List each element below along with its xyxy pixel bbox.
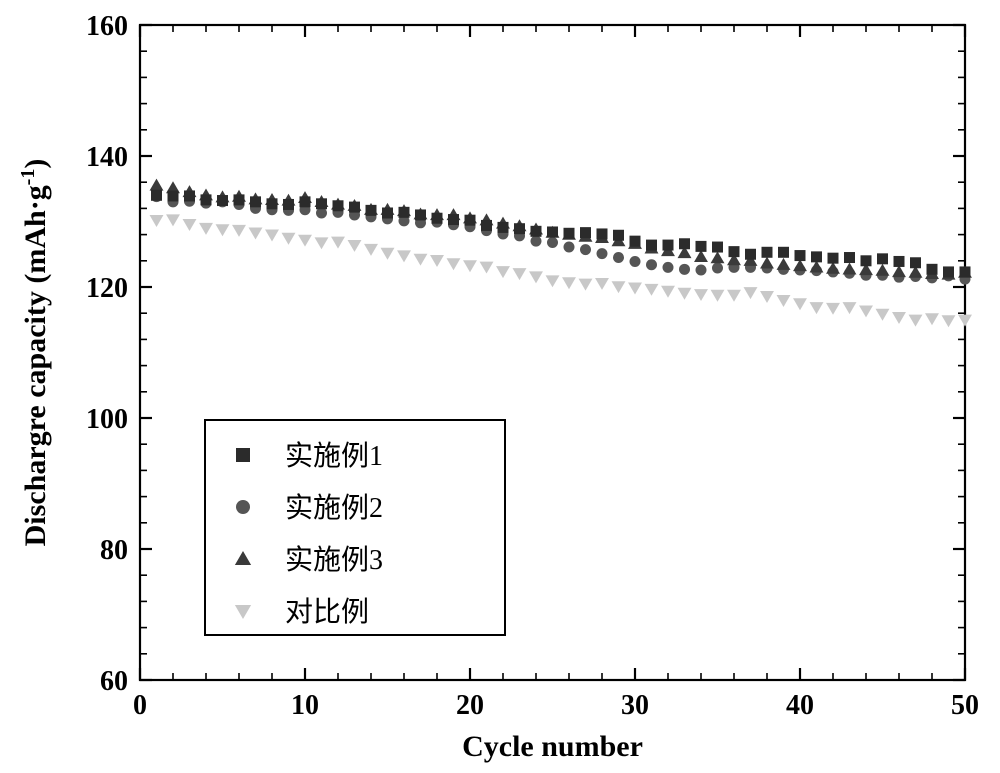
svg-text:60: 60 — [100, 666, 128, 697]
svg-text:100: 100 — [86, 404, 128, 435]
svg-text:0: 0 — [133, 690, 147, 721]
svg-text:120: 120 — [86, 273, 128, 304]
svg-text:160: 160 — [86, 11, 128, 42]
svg-text:10: 10 — [291, 690, 319, 721]
svg-text:Cycle number: Cycle number — [462, 730, 643, 763]
svg-text:Dischargre capacity (mAh·g-1): Dischargre capacity (mAh·g-1) — [17, 159, 52, 547]
svg-text:40: 40 — [786, 690, 814, 721]
legend: 实施例1 实施例2 实施例3 对比例 — [205, 420, 505, 635]
series-s3 — [150, 179, 972, 280]
svg-text:50: 50 — [951, 690, 979, 721]
svg-text:80: 80 — [100, 535, 128, 566]
chart-svg: 0 10 20 30 40 50 60 80 100 120 140 160 Cycle number D… — [0, 0, 1000, 773]
svg-text:20: 20 — [456, 690, 484, 721]
svg-text:对比例: 对比例 — [285, 596, 369, 628]
svg-text:实施例3: 实施例3 — [285, 544, 383, 576]
svg-text:实施例2: 实施例2 — [285, 492, 383, 524]
svg-text:140: 140 — [86, 142, 128, 173]
svg-text:30: 30 — [621, 690, 649, 721]
svg-text:实施例1: 实施例1 — [285, 440, 383, 472]
discharge-capacity-chart: 0 10 20 30 40 50 60 80 100 120 140 160 Cycle number D… — [0, 0, 1000, 773]
